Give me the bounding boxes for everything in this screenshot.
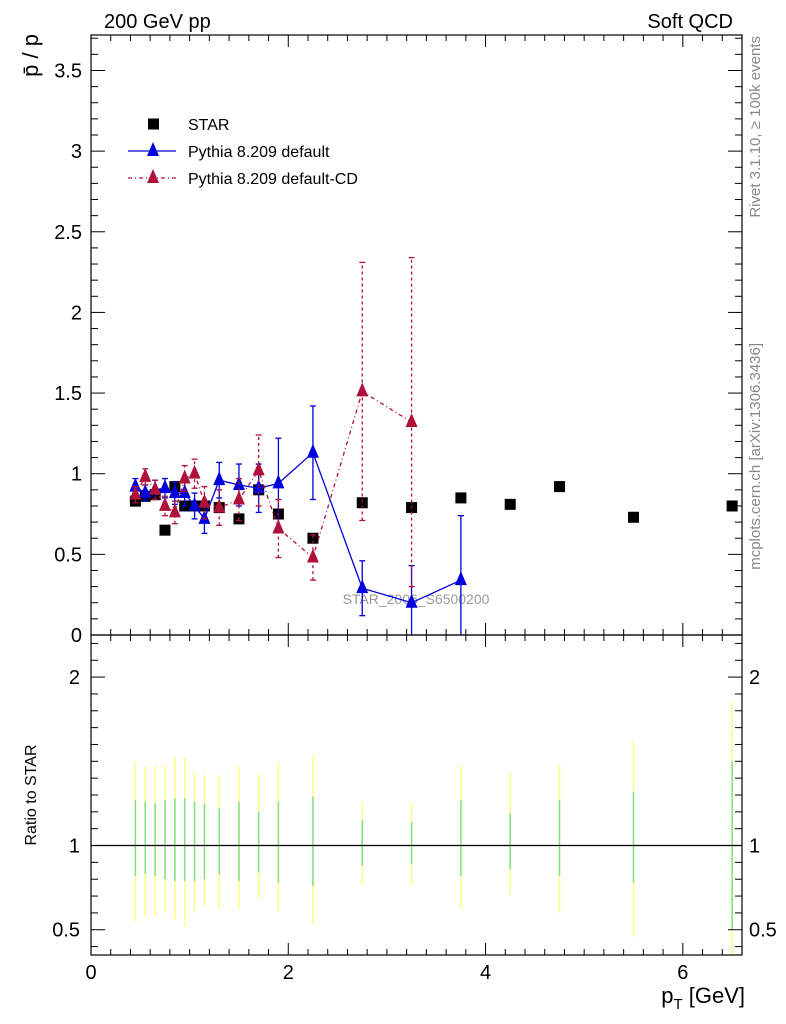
- header-left-label: 200 GeV pp: [104, 11, 211, 33]
- header-right-label: Soft QCD: [647, 11, 733, 33]
- star-point-17: [554, 481, 566, 493]
- legend: STAR Pythia 8.209 default Pythia 8.209 def…: [128, 117, 358, 188]
- main-y-tick-label-3: 1.5: [54, 383, 82, 405]
- series-pythia_default: [129, 405, 467, 635]
- main-y-tick-label-7: 3.5: [54, 60, 82, 82]
- pythia_cd-point-13: [356, 382, 369, 397]
- star-point-3: [159, 524, 171, 536]
- pythia_cd-point-9: [232, 490, 245, 505]
- legend-label-pythia_cd: Pythia 8.209 default-CD: [188, 171, 358, 188]
- star-point-18: [628, 511, 639, 523]
- pythia_cd-point-4: [168, 503, 181, 518]
- ratio-y-tick-label-right-0: 0.5: [749, 920, 777, 942]
- legend-pythia_cd-marker: [147, 169, 159, 183]
- mcplots-label: mcplots.cern.ch [arXiv:1306.3436]: [747, 343, 764, 570]
- main-y-tick-label-2: 1: [71, 464, 82, 486]
- pythia_default-point-4: [168, 484, 181, 499]
- analysis-watermark: STAR_2006_S6500200: [343, 591, 490, 607]
- pythia_cd-point-11: [272, 519, 285, 534]
- pythia_cd-point-8: [213, 498, 226, 513]
- ratio-frame: [90, 634, 743, 956]
- rivet-version-label: Rivet 3.1.10, ≥ 100k events: [747, 36, 764, 218]
- pythia_default-point-8: [213, 471, 226, 486]
- legend-label-pythia_default: Pythia 8.209 default: [188, 144, 330, 161]
- x-axis-title: pT [GeV]: [661, 983, 745, 1013]
- star-point-15: [455, 492, 467, 504]
- legend-star-marker: [148, 118, 159, 130]
- main-y-tick-label-0: 0: [71, 625, 82, 647]
- main-y-tick-label-5: 2.5: [54, 222, 82, 244]
- ratio-y-axis-title: Ratio to STAR: [23, 744, 40, 845]
- star-point-16: [504, 498, 516, 510]
- pythia_default-point-13: [356, 579, 369, 594]
- main-y-tick-label-6: 3: [71, 141, 82, 163]
- pythia_cd-point-5: [178, 469, 191, 484]
- ratio-bands: [91, 702, 742, 955]
- x-tick-label-0: 0: [85, 962, 96, 984]
- x-tick-label-3: 6: [677, 962, 688, 984]
- pythia_default-line: [135, 451, 462, 604]
- pythia_default-point-15: [454, 571, 467, 586]
- pythia_cd-point-2: [149, 480, 162, 495]
- pythia_default-point-14: [405, 593, 418, 608]
- main-y-tick-label-1: 0.5: [54, 544, 82, 566]
- ratio-y-tick-label-right-2: 2: [749, 667, 760, 689]
- series-pythia_cd: [129, 256, 418, 588]
- star-point-13: [356, 497, 368, 509]
- pythia_cd-point-10: [252, 461, 265, 476]
- pythia_default-point-3: [158, 479, 171, 494]
- star-point-19: [726, 500, 738, 512]
- pythia_cd-point-1: [139, 467, 152, 482]
- ratio-y-tick-label-left-2: 2: [69, 667, 80, 689]
- legend-pythia_default-marker: [147, 142, 159, 156]
- x-tick-label-2: 4: [480, 962, 491, 984]
- main-y-tick-label-4: 2: [71, 302, 82, 324]
- pythia_default-point-6: [188, 496, 201, 511]
- main-y-axis-title: p̄ / p: [18, 34, 43, 77]
- pythia_cd-point-3: [158, 496, 171, 511]
- main-series-layer: [129, 256, 738, 635]
- ratio-y-tick-label-right-1: 1: [749, 836, 760, 858]
- star-point-12: [307, 532, 319, 544]
- pythia_cd-point-12: [306, 548, 319, 563]
- pythia_cd-point-6: [188, 464, 201, 479]
- pythia_default-point-1: [139, 484, 152, 499]
- pythia_cd-point-7: [198, 493, 211, 508]
- x-tick-label-1: 2: [283, 962, 294, 984]
- legend-label-star: STAR: [188, 117, 229, 134]
- pythia_default-point-11: [272, 474, 285, 489]
- pythia_default-point-12: [306, 443, 319, 458]
- pythia_cd-point-0: [129, 485, 142, 500]
- ratio-y-tick-label-left-1: 1: [69, 836, 80, 858]
- axes-layer: 0 2 4 600.511.522.533.50.5 0.51 12 2: [52, 34, 777, 984]
- ratio-y-tick-label-left-0: 0.5: [52, 920, 80, 942]
- pythia_cd-point-14: [405, 413, 418, 428]
